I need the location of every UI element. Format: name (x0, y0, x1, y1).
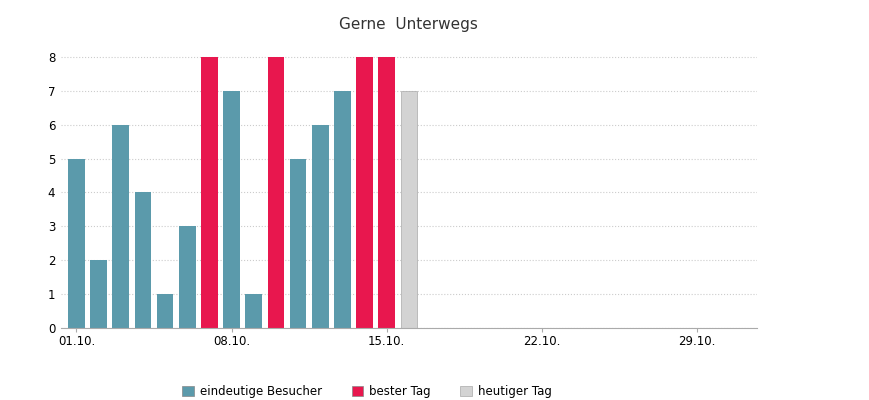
Bar (378, 57, 395, 328)
Bar (179, 226, 196, 328)
Bar (90, 260, 107, 328)
Bar (400, 91, 417, 328)
Bar (334, 91, 350, 328)
Bar (156, 294, 173, 328)
Bar (201, 57, 217, 328)
Bar (68, 158, 84, 328)
Bar (312, 125, 328, 328)
Title: Gerne  Unterwegs: Gerne Unterwegs (339, 17, 478, 32)
Bar (268, 57, 284, 328)
Bar (112, 125, 129, 328)
Bar (289, 158, 306, 328)
Bar (355, 57, 373, 328)
Legend: eindeutige Besucher, bester Tag, heutiger Tag: eindeutige Besucher, bester Tag, heutige… (177, 380, 556, 400)
Bar (223, 91, 240, 328)
Bar (135, 192, 151, 328)
Bar (245, 294, 262, 328)
